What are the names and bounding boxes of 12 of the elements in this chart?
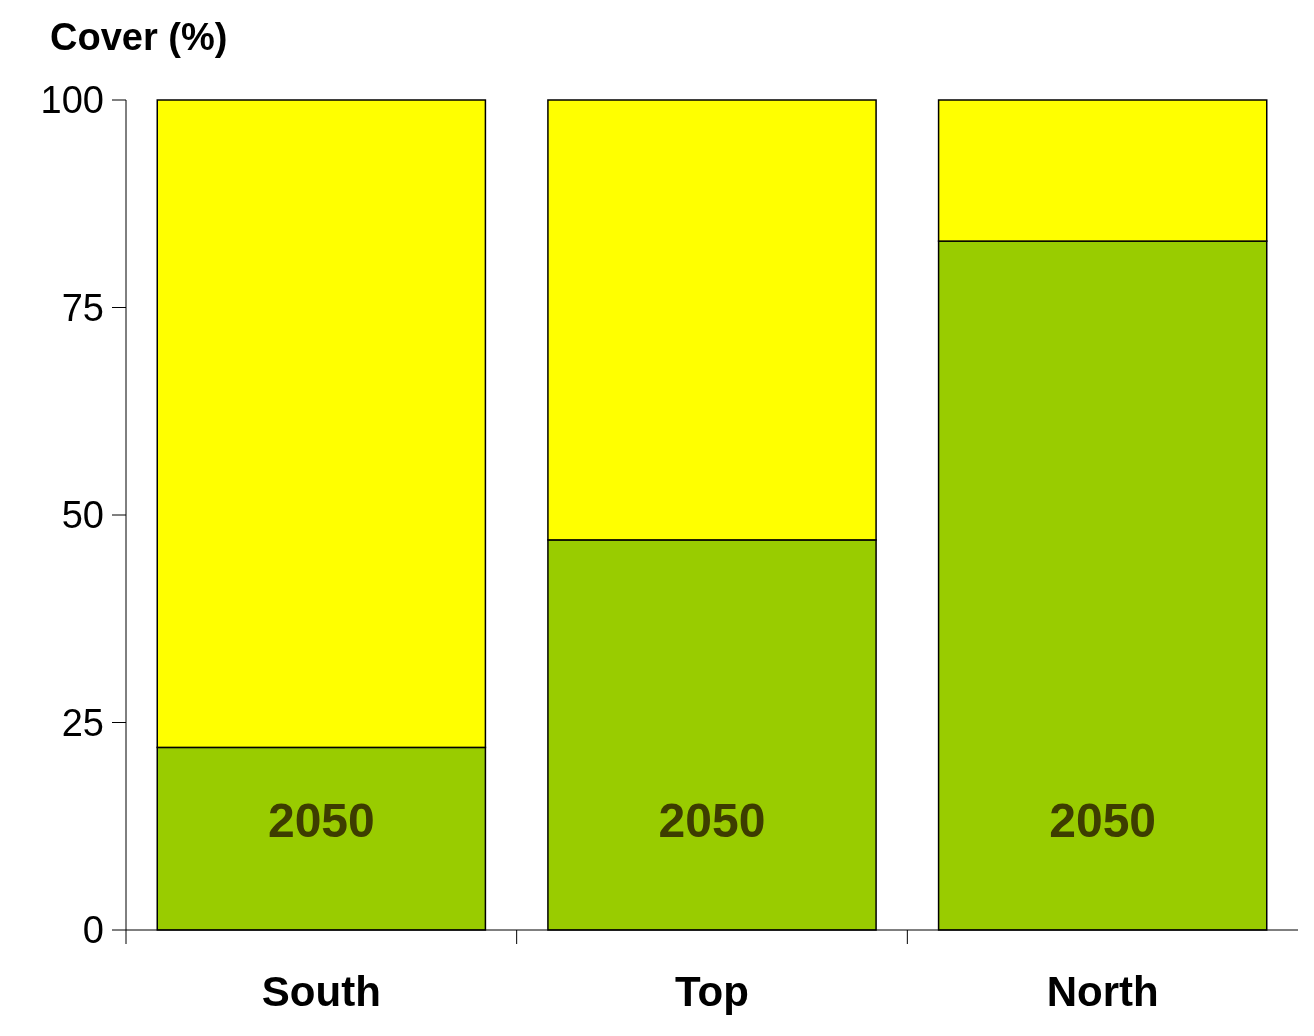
annotation: 2050 <box>658 793 766 847</box>
y-tick-label: 50 <box>61 494 104 537</box>
y-axis-title: Cover (%) <box>50 16 228 58</box>
x-tick-label: South <box>261 968 381 1015</box>
y-tick-label: 0 <box>82 909 104 952</box>
y-tick-label: 100 <box>40 79 104 122</box>
x-tick-label: North <box>1046 968 1159 1015</box>
y-tick-label: 75 <box>61 286 104 329</box>
x-tick-label: Top <box>675 968 749 1015</box>
y-tick-label: 25 <box>61 701 104 744</box>
annotation: 2050 <box>1049 793 1157 847</box>
annotation: 2050 <box>267 793 375 847</box>
